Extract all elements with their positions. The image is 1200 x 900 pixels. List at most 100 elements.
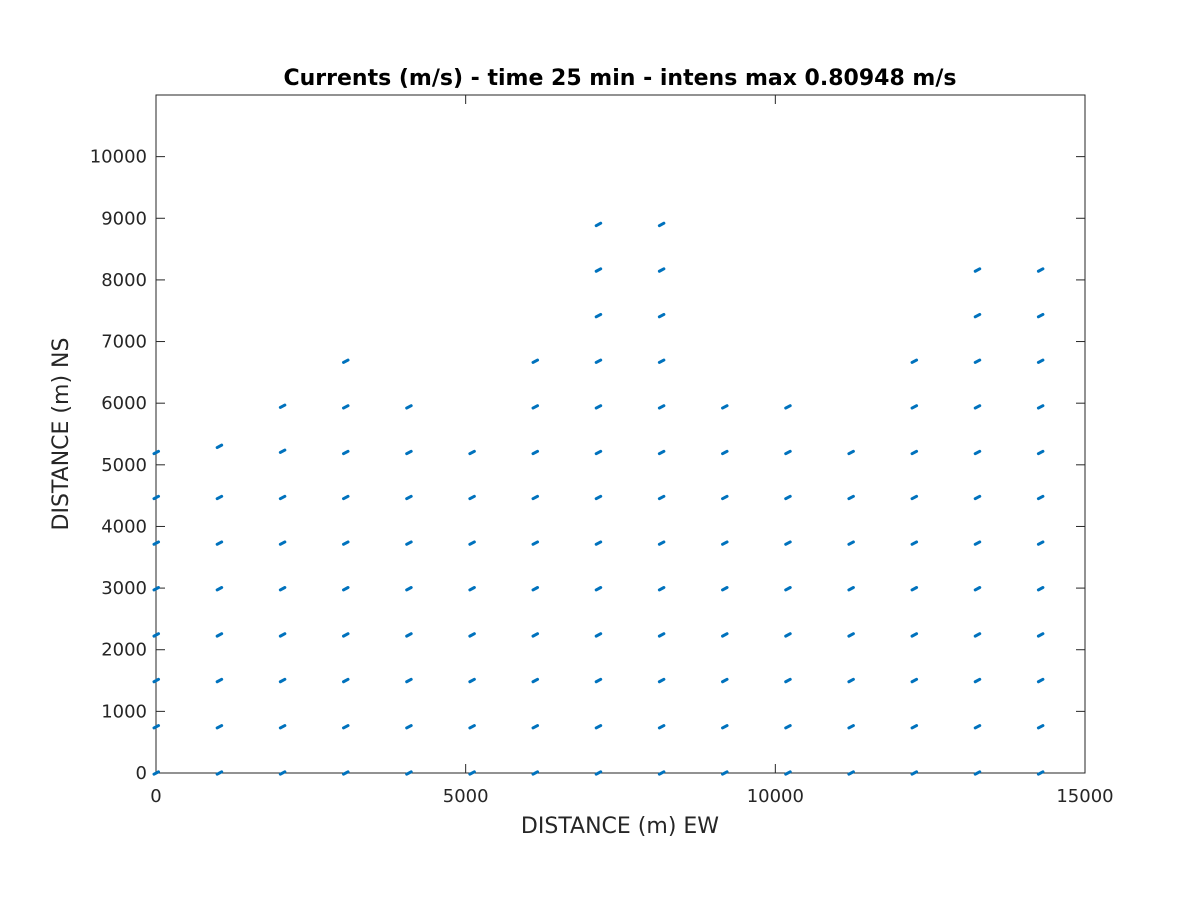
current-vector [405, 632, 413, 638]
current-vector [784, 586, 792, 592]
current-vector [405, 677, 413, 684]
current-vector [215, 494, 224, 501]
current-vector [847, 586, 855, 592]
current-vector [531, 358, 540, 364]
current-vector [973, 677, 982, 684]
current-vector [973, 632, 982, 638]
x-tick-label: 5000 [443, 786, 489, 807]
current-vector [278, 540, 287, 546]
current-vector [910, 586, 919, 592]
current-vector [594, 540, 603, 546]
current-vector [405, 770, 413, 776]
current-vector [342, 540, 350, 546]
current-vector [215, 677, 224, 684]
current-vector [342, 677, 350, 684]
x-axis-label: DISTANCE (m) EW [521, 814, 719, 839]
current-vector [657, 449, 666, 456]
current-vector [405, 540, 413, 546]
current-vector [215, 586, 224, 592]
current-vector [468, 724, 476, 730]
current-vector [973, 540, 982, 546]
current-vector [278, 448, 287, 454]
current-vector [342, 358, 350, 364]
current-vector [1036, 770, 1045, 776]
current-vector [594, 449, 603, 456]
current-vector [721, 770, 729, 776]
current-vector [594, 312, 603, 319]
current-vector [468, 586, 476, 592]
current-vector [531, 677, 540, 684]
current-vector [1036, 404, 1045, 410]
current-vector [531, 449, 540, 456]
current-vector [531, 586, 540, 592]
current-vector [594, 221, 603, 228]
current-vector [657, 404, 666, 410]
current-vector [215, 770, 224, 776]
current-vector [973, 494, 982, 501]
current-vector [215, 540, 224, 546]
current-vector [531, 770, 540, 776]
current-vector [152, 586, 160, 592]
current-vector [278, 770, 287, 776]
current-vector [1036, 586, 1045, 592]
current-vector [657, 540, 666, 546]
x-tick-label: 0 [150, 786, 161, 807]
current-vector [910, 449, 919, 456]
current-vector [594, 586, 603, 592]
current-vector [531, 724, 540, 730]
current-vector [152, 770, 160, 776]
current-vector [468, 540, 476, 546]
current-vector [910, 677, 919, 684]
current-vector [1036, 358, 1045, 364]
current-vector [215, 632, 224, 638]
x-tick-label: 10000 [747, 786, 804, 807]
current-vector [1036, 312, 1045, 319]
current-vector [973, 267, 982, 273]
current-vector [973, 358, 982, 364]
current-vector [531, 632, 540, 638]
current-vector [1036, 449, 1045, 456]
current-vector [342, 724, 350, 730]
current-vector [405, 586, 413, 592]
current-vector [721, 404, 729, 410]
current-vector [657, 724, 666, 730]
current-vector [594, 404, 603, 410]
current-vector [594, 677, 603, 684]
current-vector [278, 677, 287, 684]
current-vector [657, 494, 666, 501]
current-vector [657, 677, 666, 684]
current-vector [531, 404, 540, 410]
current-vector [1036, 494, 1045, 501]
current-vector [721, 494, 729, 501]
current-vector [973, 404, 982, 410]
current-vector [847, 540, 855, 546]
y-tick-label: 9000 [101, 208, 147, 229]
current-vector [784, 770, 792, 776]
current-vector [152, 540, 160, 546]
current-vector [784, 404, 792, 410]
current-vector [721, 724, 729, 730]
current-vector [342, 404, 350, 410]
current-vector [468, 632, 476, 638]
x-tick-label: 15000 [1056, 786, 1113, 807]
current-vector [468, 449, 476, 456]
current-vector [278, 724, 287, 730]
current-vector [1036, 724, 1045, 730]
current-vector [973, 449, 982, 456]
current-vector [910, 770, 919, 776]
current-vector [973, 312, 982, 319]
current-vector [405, 404, 413, 410]
current-vector [910, 494, 919, 501]
current-vector [657, 221, 666, 228]
current-vector [152, 632, 160, 638]
current-vector [657, 770, 666, 776]
x-axis: 0 5000 10000 15000 [150, 95, 1114, 807]
current-vector [215, 724, 224, 730]
chart-title: Currents (m/s) - time 25 min - intens ma… [284, 66, 957, 91]
current-vector [847, 449, 855, 456]
current-vector [405, 494, 413, 501]
current-vector [278, 632, 287, 638]
current-vector [784, 724, 792, 730]
current-vector [657, 358, 666, 364]
current-vector [152, 724, 160, 730]
